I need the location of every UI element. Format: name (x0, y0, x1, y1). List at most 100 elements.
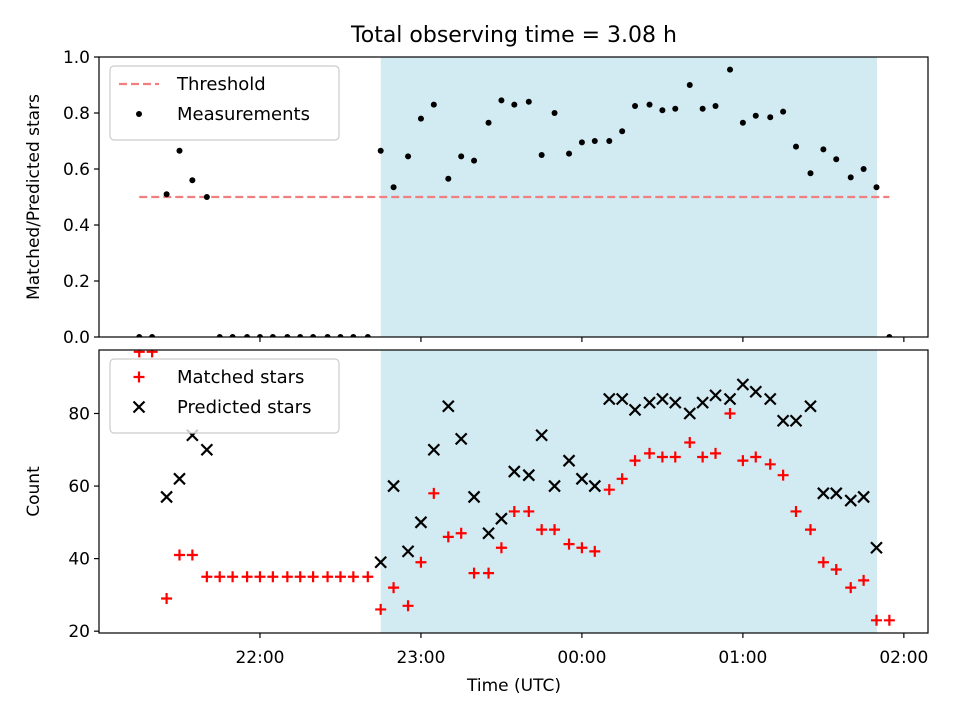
matched-stars-point (415, 556, 427, 568)
measurements-point (807, 170, 814, 177)
predicted-stars-point (615, 392, 629, 406)
matched-stars-point (656, 451, 668, 463)
matched-stars-point (347, 571, 359, 583)
matched-stars-point (750, 451, 762, 463)
y-tick-label: 40 (68, 550, 90, 570)
matched-stars-point (777, 469, 789, 481)
matched-stars-point (710, 447, 722, 459)
y-tick-label: 0.2 (63, 272, 90, 292)
measurements-point (538, 152, 545, 158)
matched-stars-point (737, 455, 749, 467)
chart-title: Total observing time = 3.08 h (350, 23, 677, 48)
measurements-point (163, 191, 170, 198)
matched-stars-point (764, 458, 776, 470)
predicted-stars-point (173, 472, 186, 486)
matched-stars-point (375, 603, 387, 615)
matched-stars-point (307, 571, 319, 583)
measurements-point (632, 103, 639, 109)
measurements-point (310, 334, 317, 337)
matched-stars-point (589, 545, 601, 557)
matched-stars-point (523, 505, 535, 517)
predicted-stars-point (588, 479, 602, 493)
matched-stars-point (322, 571, 334, 583)
measurements-point (337, 334, 344, 337)
predicted-stars-point (427, 443, 441, 457)
measurements-point (498, 97, 505, 104)
matched-stars-point (644, 447, 656, 459)
predicted-stars-point (696, 396, 709, 409)
matched-stars-point (468, 567, 480, 579)
matched-stars-point (186, 549, 198, 561)
measurements-point (364, 334, 371, 337)
y-tick-label: 0.4 (63, 216, 90, 236)
predicted-stars-point (562, 454, 576, 467)
matched-stars-point (455, 527, 467, 539)
measurements-point (458, 153, 465, 160)
matched-stars-point (549, 524, 561, 536)
matched-stars-point (254, 571, 266, 583)
measurements-point (566, 150, 573, 157)
predicted-stars-point (414, 516, 428, 529)
measurements-point (712, 103, 719, 109)
measurements-point (216, 334, 223, 337)
measurements-point (578, 139, 585, 146)
legend-box (109, 358, 340, 434)
y-tick-label: 0.6 (63, 160, 90, 180)
matched-stars-point (146, 350, 158, 358)
legend-box (109, 65, 340, 141)
predicted-stars-point (643, 396, 656, 409)
matched-stars-point (616, 473, 628, 485)
x-tick-label: 00:00 (557, 648, 606, 668)
measurements-point (445, 175, 452, 182)
measurements-point (377, 147, 384, 154)
y-tick-label: 80 (68, 404, 90, 424)
measurements-point (176, 147, 183, 154)
measurements-point (269, 334, 276, 337)
measurements-point (244, 334, 251, 337)
measurements-point (350, 334, 357, 337)
measurements-point (820, 146, 827, 153)
predicted-stars-point (789, 414, 803, 428)
predicted-stars-point (535, 428, 548, 442)
legend-marker (133, 371, 145, 383)
matched-stars-point (845, 582, 857, 594)
predicted-stars-point (387, 479, 400, 493)
y-tick-label: 20 (68, 622, 90, 642)
measurements-point (833, 156, 840, 163)
matched-stars-point (804, 524, 816, 536)
predicted-stars-point (870, 541, 883, 555)
observing-window-shade (380, 350, 877, 633)
measurements-point (471, 157, 478, 164)
matched-stars-point (576, 542, 588, 554)
matched-stars-point (161, 593, 173, 605)
measurements-point (780, 108, 787, 115)
measurements-point (686, 82, 693, 88)
matched-stars-point (214, 571, 226, 583)
measurements-point (672, 105, 679, 112)
measurements-point (873, 184, 880, 191)
y-tick-label: 0.8 (63, 104, 90, 124)
legend-label: Matched stars (177, 367, 304, 388)
measurements-point (203, 194, 210, 200)
x-tick-label: 22:00 (235, 648, 284, 668)
predicted-stars-point (736, 378, 750, 391)
count-panel: 20 40 60 80 22:00 23:00 00:00 01:00 02:00 Count Ma… (24, 349, 929, 668)
y-axis-label: Count (24, 466, 44, 517)
predicted-stars-point (160, 490, 173, 504)
predicted-stars-point (374, 555, 387, 569)
y-tick-label: 0.0 (63, 328, 90, 348)
measurements-point (405, 153, 412, 160)
measurements-point (551, 110, 558, 116)
matched-stars-point (241, 571, 253, 583)
matched-stars-point (227, 571, 239, 583)
matched-stars-point (697, 451, 709, 463)
predicted-stars-point (723, 392, 737, 406)
y-tick-label: 60 (68, 477, 90, 497)
matched-stars-point (267, 571, 279, 583)
y-tick-label: 1.0 (63, 48, 90, 68)
matched-stars-point (402, 600, 414, 612)
measurements-point (793, 143, 800, 150)
measurements-point (149, 334, 156, 337)
ratio-panel: 0.0 0.2 0.4 0.6 0.8 1.0 Matched/Predicted star… (24, 48, 929, 348)
predicted-stars-point (401, 545, 415, 558)
